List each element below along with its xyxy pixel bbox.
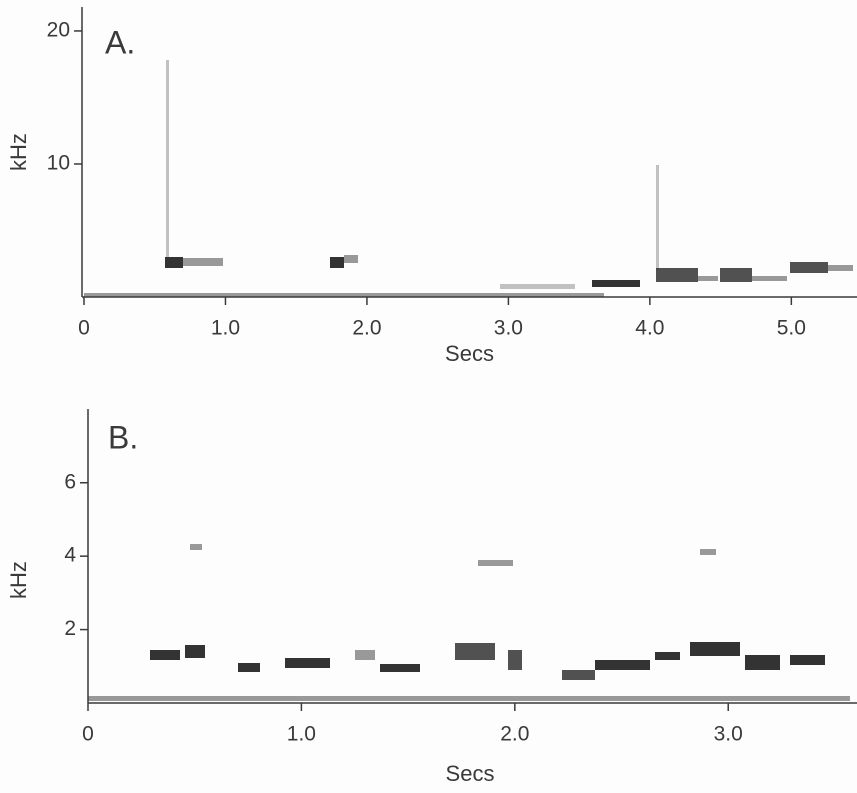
x-tick-label: 1.0 — [211, 317, 240, 340]
spectrogram-traces-b — [88, 544, 850, 701]
x-tick-label: 3.0 — [714, 723, 743, 746]
x-tick-label: 0 — [78, 317, 90, 340]
y-tick-label: 2 — [64, 617, 76, 640]
panel-label: B. — [108, 419, 138, 455]
y-tick-label: 6 — [64, 470, 76, 493]
panel-label: A. — [105, 24, 135, 60]
x-tick-label: 0 — [82, 723, 94, 746]
spectrogram-traces-a — [84, 60, 853, 297]
x-tick-label: 2.0 — [500, 723, 529, 746]
x-tick-label: 3.0 — [494, 317, 523, 340]
x-tick-label: 1.0 — [287, 723, 316, 746]
x-tick-label: 5.0 — [777, 317, 806, 340]
x-axis-label: Secs — [446, 761, 495, 786]
y-tick-label: 4 — [64, 544, 76, 567]
y-tick-label: 20 — [47, 19, 70, 42]
x-tick-label: 4.0 — [635, 317, 664, 340]
y-axis-label: kHz — [6, 561, 31, 599]
y-tick-label: 10 — [47, 152, 70, 175]
x-tick-label: 2.0 — [352, 317, 381, 340]
y-axis-label: kHz — [6, 133, 31, 171]
x-axis-label: Secs — [445, 341, 494, 366]
